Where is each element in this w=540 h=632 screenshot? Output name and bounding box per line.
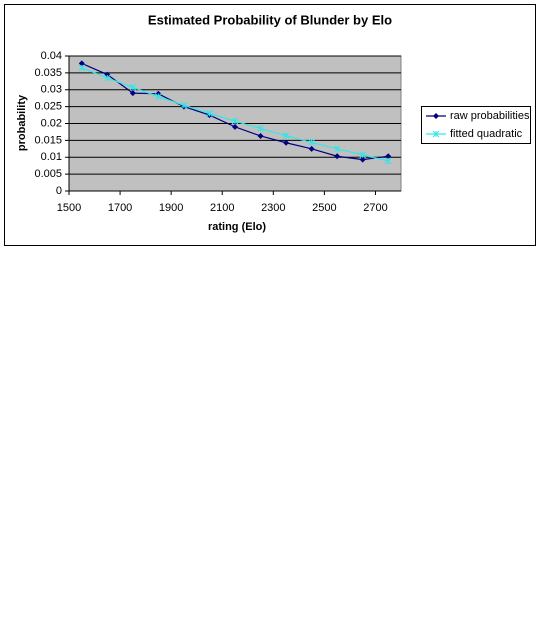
- data-point: [359, 151, 367, 159]
- chart-title: Estimated Probability of Blunder by Elo: [148, 12, 392, 27]
- y-tick-label: 0.025: [34, 101, 62, 113]
- x-tick-label: 2100: [210, 202, 234, 214]
- data-point: [129, 84, 137, 91]
- legend-label: fitted quadratic: [450, 128, 523, 140]
- data-point: [385, 153, 392, 160]
- y-axis-title: probability: [16, 94, 28, 151]
- data-point: [257, 125, 264, 132]
- x-tick-label: 1700: [108, 202, 132, 214]
- data-point: [206, 110, 213, 117]
- legend-label: raw probabilities: [450, 110, 530, 122]
- data-point: [129, 90, 136, 97]
- x-tick-label: 2700: [363, 202, 387, 214]
- data-point: [282, 132, 290, 140]
- y-tick-label: 0.01: [41, 151, 62, 163]
- y-tick-label: 0.005: [34, 168, 62, 180]
- x-tick-label: 2500: [312, 202, 336, 214]
- legend-marker: [433, 113, 439, 119]
- x-tick-label: 1500: [57, 202, 81, 214]
- y-tick-label: 0.035: [34, 67, 62, 79]
- y-tick-label: 0.02: [41, 117, 62, 129]
- legend-marker: [432, 130, 440, 138]
- y-tick-label: 0.04: [41, 50, 62, 62]
- data-point: [333, 145, 341, 153]
- data-point: [78, 60, 85, 67]
- data-point: [180, 101, 188, 109]
- legend: [421, 106, 531, 144]
- data-point: [384, 157, 392, 165]
- x-axis-title: rating (Elo): [208, 221, 266, 233]
- data-point: [334, 153, 341, 160]
- data-point: [283, 139, 290, 146]
- data-point: [103, 74, 111, 82]
- data-point: [308, 145, 315, 152]
- data-point: [78, 64, 86, 72]
- y-tick-label: 0.015: [34, 134, 62, 146]
- data-point: [232, 123, 238, 130]
- data-point: [308, 139, 315, 146]
- x-tick-label: 1900: [159, 202, 183, 214]
- y-tick-label: 0.03: [41, 84, 62, 96]
- data-point: [155, 93, 162, 100]
- data-point: [359, 156, 366, 163]
- y-tick-label: 0: [56, 185, 62, 197]
- data-point: [231, 117, 239, 125]
- data-point: [257, 132, 264, 139]
- x-tick-label: 2300: [261, 202, 285, 214]
